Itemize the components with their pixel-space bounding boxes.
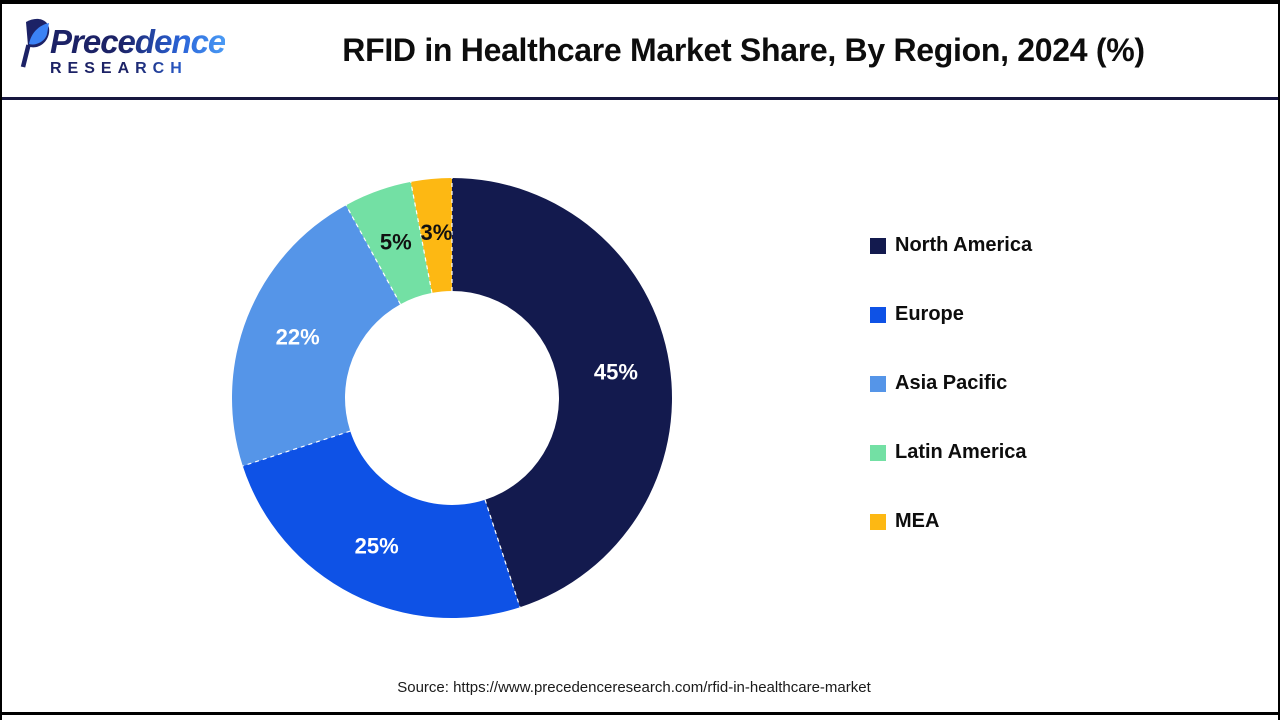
source-text: Source: https://www.precedenceresearch.c…	[397, 679, 871, 696]
slice-separator	[345, 204, 401, 305]
slice-label-europe: 25%	[355, 533, 399, 558]
chart-legend: North America Europe Asia Pacific Latin Ame…	[870, 234, 1032, 533]
legend-label-asia-pacific: Asia Pacific	[895, 372, 1008, 394]
donut-slice-north-america	[452, 178, 672, 608]
logo-wordmark: Precedence	[50, 22, 226, 60]
slice-separator	[242, 430, 351, 467]
bottom-divider	[2, 712, 1278, 715]
donut-slice-latin-america	[346, 181, 432, 305]
legend-item-europe: Europe	[870, 303, 1032, 326]
legend-swatch-asia-pacific	[870, 375, 886, 392]
donut-chart: 45% 25% 22% 5% 3%	[231, 178, 672, 618]
slice-label-asia-pacific: 22%	[276, 324, 320, 349]
donut-slice-mea	[410, 178, 452, 293]
legend-swatch-europe	[870, 306, 886, 323]
header: Precedence RESEARCH RFID in Healthcare M…	[2, 0, 1278, 100]
legend-swatch-north-america	[870, 237, 886, 254]
slice-label-north-america: 45%	[594, 360, 638, 385]
precedence-research-logo: Precedence RESEARCH	[18, 18, 243, 77]
donut-chart-svg: 45% 25% 22% 5% 3%	[231, 178, 672, 618]
legend-label-mea: MEA	[895, 510, 940, 532]
legend-swatch-latin-america	[870, 444, 886, 461]
leaf-logo-icon	[18, 17, 56, 74]
slice-label-mea: 3%	[420, 220, 452, 245]
legend-label-north-america: North America	[895, 234, 1033, 256]
logo-subtitle: RESEARCH	[50, 60, 225, 77]
legend-item-north-america: North America	[870, 234, 1032, 257]
donut-slice-asia-pacific	[231, 205, 401, 466]
logo-text: Precedence RESEARCH	[50, 22, 226, 77]
legend-item-mea: MEA	[870, 510, 1032, 533]
slice-separator	[410, 181, 433, 294]
page-title: RFID in Healthcare Market Share, By Regi…	[342, 32, 1145, 68]
slice-label-latin-america: 5%	[380, 229, 412, 254]
legend-item-latin-america: Latin America	[870, 441, 1032, 464]
legend-swatch-mea	[870, 513, 886, 530]
donut-slice-europe	[242, 431, 520, 618]
legend-label-europe: Europe	[895, 303, 964, 325]
slice-separator	[484, 499, 521, 608]
legend-item-asia-pacific: Asia Pacific	[870, 372, 1032, 395]
legend-label-latin-america: Latin America	[895, 441, 1027, 463]
